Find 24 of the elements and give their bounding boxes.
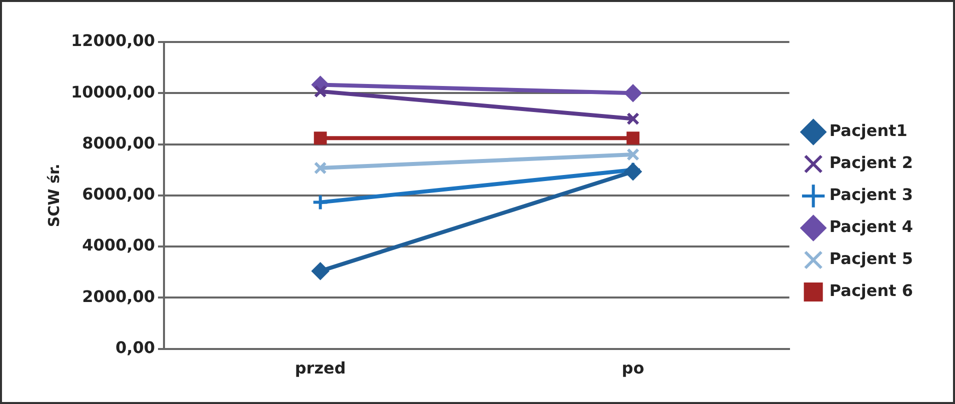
point	[314, 162, 327, 174]
legend-label: Pacjent 3	[829, 185, 913, 204]
x-tick-label: przed	[294, 358, 346, 378]
legend-label: Pacjent 2	[829, 153, 913, 172]
legend-label: Pacjent1	[829, 121, 908, 140]
y-tick-label: 2000,00	[82, 286, 156, 306]
point	[626, 112, 640, 126]
y-tick-label: 12000,00	[70, 31, 156, 50]
y-axis-title: SCW śr.	[44, 164, 63, 228]
y-tick-label: 0,00	[116, 338, 156, 357]
point	[314, 132, 327, 145]
point	[626, 148, 640, 161]
legend-label: Pacjent 4	[829, 217, 913, 236]
x-tick-label: po	[622, 358, 644, 378]
y-tick-label: 6000,00	[82, 184, 156, 204]
legend-label: Pacjent 5	[829, 249, 913, 268]
point	[626, 132, 640, 145]
point	[312, 194, 329, 211]
point	[624, 84, 642, 102]
y-tick-label: 10000,00	[70, 82, 156, 102]
y-tick-label: 8000,00	[82, 133, 156, 152]
point	[312, 262, 329, 280]
legend-label: Pacjent 6	[829, 281, 913, 300]
y-tick-label: 4000,00	[82, 236, 156, 255]
